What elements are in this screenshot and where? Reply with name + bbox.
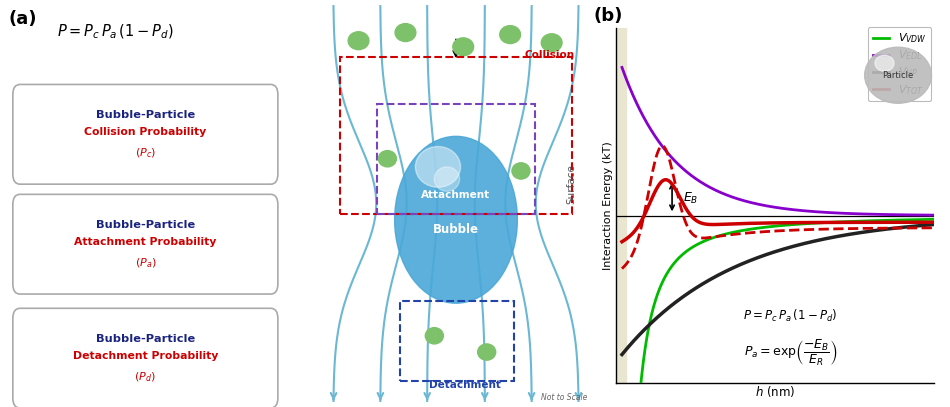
Text: Detachment: Detachment (429, 380, 501, 389)
Text: Attachment: Attachment (422, 190, 490, 200)
Text: Detachment Probability: Detachment Probability (72, 351, 218, 361)
Legend: $V_{VDW}$, $V_{EDL}$, $V_{HP}$, $V_{TOT}$: $V_{VDW}$, $V_{EDL}$, $V_{HP}$, $V_{TOT}… (868, 27, 932, 101)
Text: Bubble-Particle: Bubble-Particle (96, 334, 195, 344)
Text: Bubble: Bubble (433, 223, 479, 236)
Text: Not to Scale: Not to Scale (542, 393, 587, 402)
Text: Particle: Particle (882, 71, 913, 81)
Ellipse shape (512, 163, 530, 179)
Ellipse shape (478, 344, 496, 360)
FancyBboxPatch shape (13, 309, 277, 407)
FancyBboxPatch shape (13, 85, 277, 184)
Text: Bubble-Particle: Bubble-Particle (96, 110, 195, 120)
Ellipse shape (500, 26, 521, 44)
Ellipse shape (348, 32, 369, 50)
Text: $(P_a)$: $(P_a)$ (135, 256, 156, 270)
Circle shape (875, 55, 894, 71)
Ellipse shape (394, 136, 518, 303)
Ellipse shape (378, 151, 396, 167)
Text: Surface: Surface (566, 164, 576, 204)
Text: $E_B$: $E_B$ (683, 191, 698, 206)
Ellipse shape (453, 38, 474, 56)
Ellipse shape (415, 147, 461, 187)
Bar (616, 28, 626, 383)
X-axis label: $h$ (nm): $h$ (nm) (754, 384, 795, 399)
Y-axis label: Interaction Energy (kT): Interaction Energy (kT) (603, 141, 613, 270)
Text: $P = P_c\,P_a\,(1 - P_d)$: $P = P_c\,P_a\,(1 - P_d)$ (57, 22, 174, 41)
Ellipse shape (426, 328, 444, 344)
Bar (376, 104, 536, 214)
Ellipse shape (542, 34, 562, 52)
Text: (b): (b) (594, 7, 622, 25)
Bar (340, 57, 572, 214)
Text: $(P_d)$: $(P_d)$ (135, 370, 156, 384)
Text: (a): (a) (9, 10, 37, 28)
Text: Collision Probability: Collision Probability (85, 127, 206, 137)
Ellipse shape (395, 24, 416, 42)
FancyBboxPatch shape (13, 195, 277, 294)
Circle shape (864, 47, 931, 103)
Text: $P_a = \exp\!\left(\dfrac{-E_B}{E_R}\right)$: $P_a = \exp\!\left(\dfrac{-E_B}{E_R}\rig… (744, 337, 838, 368)
Ellipse shape (434, 167, 460, 191)
Bar (400, 301, 514, 381)
Text: Bubble-Particle: Bubble-Particle (96, 220, 195, 230)
Text: $P = P_c\,P_a\,(1 - P_d)$: $P = P_c\,P_a\,(1 - P_d)$ (744, 308, 838, 324)
Text: Collision: Collision (524, 50, 575, 60)
Text: $(P_c)$: $(P_c)$ (135, 146, 156, 160)
Text: Attachment Probability: Attachment Probability (74, 237, 217, 247)
